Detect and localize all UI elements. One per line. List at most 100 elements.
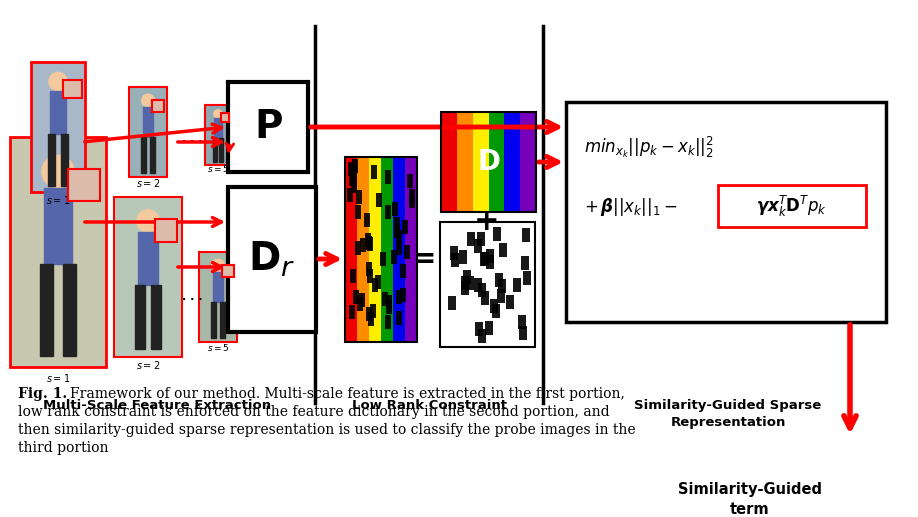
Bar [215, 118, 221, 138]
Bar [504, 112, 521, 212]
Bar [50, 90, 66, 133]
Bar [349, 305, 354, 319]
Bar [397, 241, 402, 255]
Bar [211, 301, 217, 338]
Bar [370, 304, 376, 318]
Text: Framework of our method. Multi-scale feature is extracted in the first portion,: Framework of our method. Multi-scale fea… [70, 387, 625, 401]
Bar [499, 243, 507, 257]
Bar [44, 188, 72, 264]
Text: $s=5$: $s=5$ [207, 342, 230, 353]
Bar [485, 321, 493, 336]
Bar [448, 296, 456, 310]
Bar [450, 246, 458, 260]
Bar [151, 285, 161, 349]
Bar [452, 253, 460, 267]
Bar [520, 326, 528, 340]
Bar [39, 264, 53, 356]
Bar [492, 304, 500, 318]
Bar [355, 241, 361, 255]
Bar [441, 112, 457, 212]
Bar [404, 245, 409, 258]
Bar [350, 269, 356, 283]
Bar [487, 249, 495, 263]
Bar [457, 112, 473, 212]
Bar [348, 162, 354, 176]
Bar [463, 270, 471, 284]
Bar [493, 227, 500, 241]
Bar [459, 250, 466, 264]
Bar [473, 112, 488, 212]
Bar [400, 288, 407, 302]
Text: $\mathbf{D}$: $\mathbf{D}$ [476, 148, 500, 176]
Bar [151, 100, 164, 112]
Bar [380, 252, 386, 266]
Bar [30, 62, 85, 192]
Text: $\boldsymbol{\gamma x}_k^T \mathbf{D}^T \mathit{p}_k$: $\boldsymbol{\gamma x}_k^T \mathbf{D}^T … [756, 193, 827, 219]
Bar [63, 80, 82, 98]
Bar [481, 252, 489, 266]
Bar [375, 275, 381, 288]
Bar [394, 224, 400, 238]
Bar [478, 283, 487, 297]
Bar [402, 220, 409, 234]
Bar [393, 157, 405, 342]
Bar [359, 293, 364, 307]
Bar [394, 217, 399, 231]
Bar [367, 269, 373, 283]
Bar [522, 228, 531, 242]
Bar [345, 157, 417, 342]
Bar [353, 291, 359, 305]
Bar [474, 239, 482, 253]
Bar [440, 222, 535, 347]
Bar [228, 187, 316, 332]
Bar [68, 169, 100, 202]
Bar [498, 290, 505, 303]
Text: $\mathbf{D}_r$: $\mathbf{D}_r$ [249, 240, 296, 279]
Bar [115, 197, 182, 357]
Bar [386, 170, 391, 184]
Bar [392, 202, 398, 216]
Bar [219, 301, 225, 338]
Bar [62, 264, 76, 356]
Text: $s=2$: $s=2$ [136, 177, 160, 189]
Text: +: + [475, 207, 499, 236]
Bar [135, 285, 145, 349]
Bar [228, 82, 308, 172]
Text: Similarity-Guided
term: Similarity-Guided term [678, 482, 822, 517]
Bar [397, 290, 402, 304]
Circle shape [49, 72, 67, 90]
Bar [397, 311, 402, 325]
Bar [347, 188, 353, 202]
Text: low rank constraint is enforced on the feature dictionary in the second portion,: low rank constraint is enforced on the f… [18, 405, 610, 419]
Bar [140, 136, 146, 173]
Bar [506, 295, 514, 309]
Bar [357, 297, 363, 311]
Circle shape [212, 259, 224, 272]
Bar [467, 232, 476, 246]
Bar [219, 138, 223, 162]
Bar [405, 157, 417, 342]
Text: . . .: . . . [182, 134, 202, 144]
Bar [513, 279, 521, 293]
Circle shape [42, 156, 74, 188]
Bar [139, 232, 158, 285]
Bar [360, 238, 365, 252]
Bar [354, 205, 361, 219]
Bar [475, 278, 482, 292]
Bar [461, 277, 468, 291]
Bar [396, 230, 402, 244]
Bar [465, 276, 474, 290]
Text: $s=2$: $s=2$ [136, 359, 160, 371]
Circle shape [141, 94, 154, 107]
Bar [352, 159, 358, 173]
Bar [213, 272, 223, 301]
Text: $\mathbf{P}$: $\mathbf{P}$ [253, 108, 283, 146]
Text: then similarity-guided sparse representation is used to classify the probe image: then similarity-guided sparse representa… [18, 423, 635, 437]
Text: . . .: . . . [182, 292, 202, 302]
Bar [365, 262, 372, 276]
Text: Low Rank Constraint: Low Rank Constraint [352, 399, 507, 412]
Bar [366, 236, 373, 250]
Bar [48, 133, 55, 186]
Bar [364, 213, 370, 227]
Bar [718, 185, 866, 227]
